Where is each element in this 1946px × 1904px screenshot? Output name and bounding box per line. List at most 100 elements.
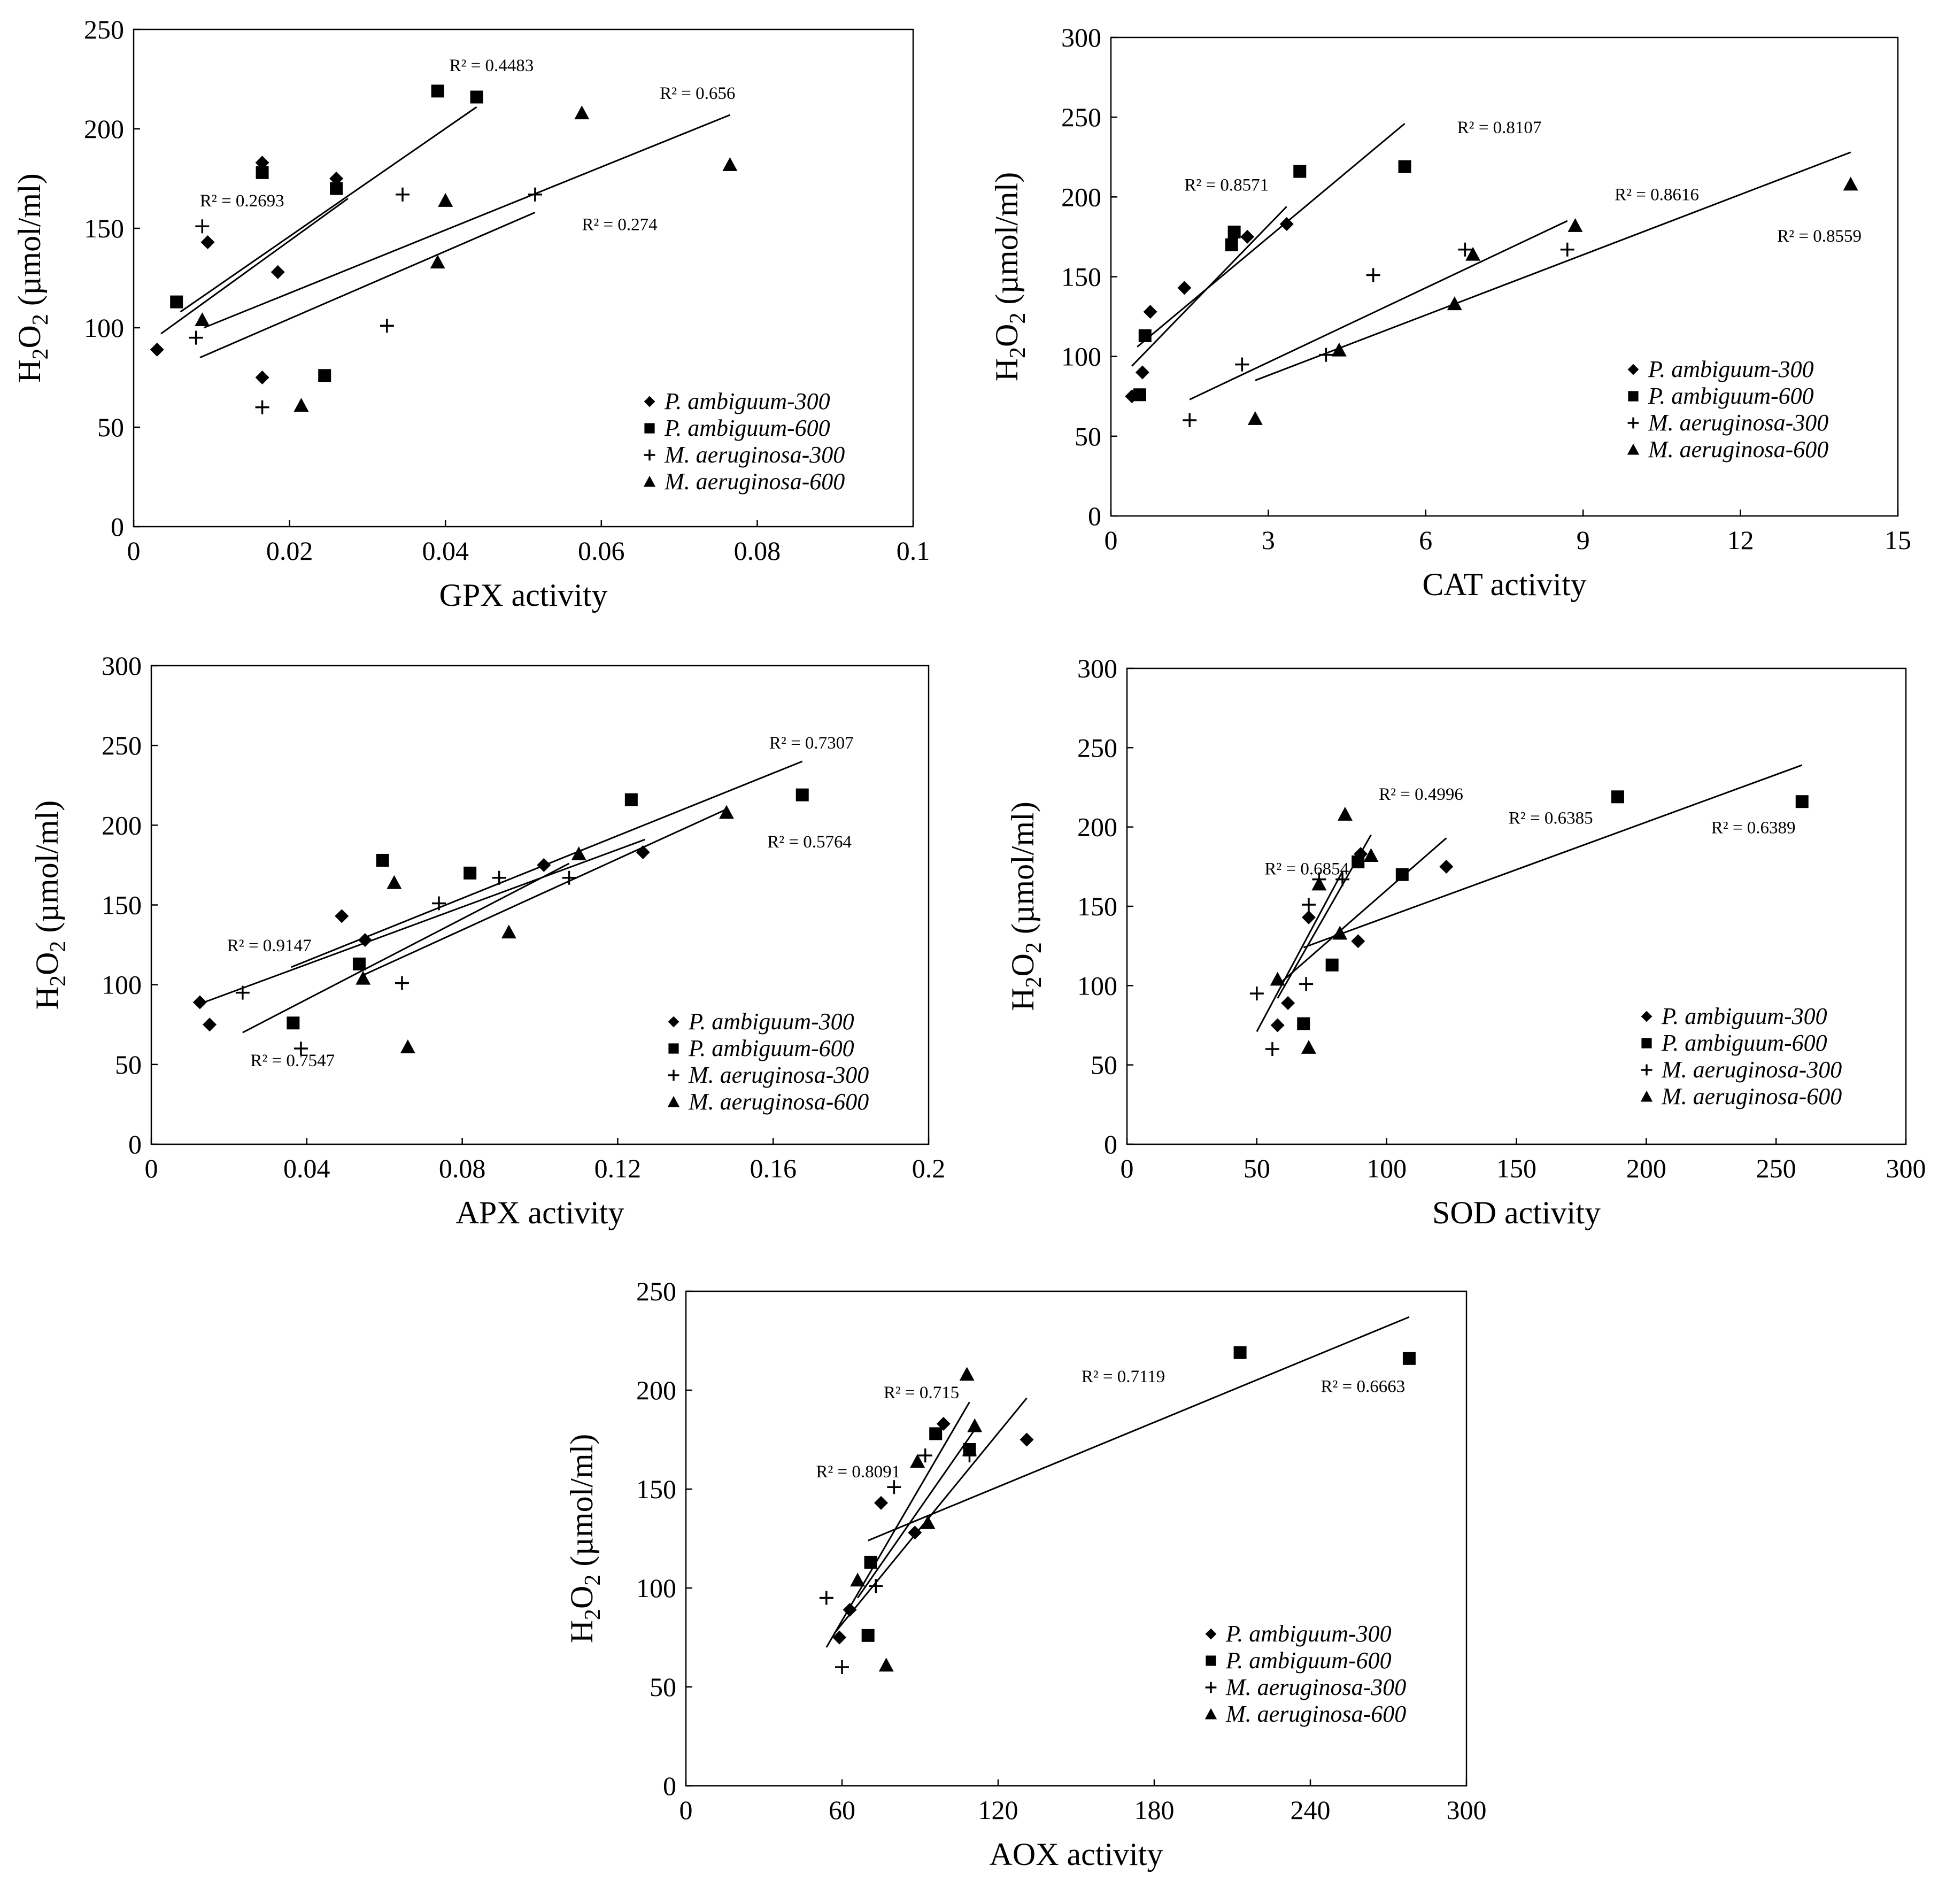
data-point-diamond <box>200 235 215 250</box>
x-axis-title: GPX activity <box>439 577 608 613</box>
series-square: R² = 0.4483 <box>170 56 534 382</box>
legend-entry: M. aeruginosa-300 <box>1648 410 1828 436</box>
data-point-plus <box>255 400 269 414</box>
plot-frame <box>133 28 914 528</box>
data-point-plus <box>492 870 506 885</box>
r-squared-label: R² = 0.7307 <box>769 734 854 753</box>
legend-entry: P. ambiguum-600 <box>1648 383 1814 409</box>
legend-entry: M. aeruginosa-600 <box>1225 1701 1406 1727</box>
data-point-plus <box>562 870 576 885</box>
data-point-plus <box>869 1579 883 1593</box>
data-point-square <box>1402 1352 1416 1365</box>
y-tick-label: 0 <box>1104 1129 1117 1159</box>
data-point-diamond <box>874 1496 888 1510</box>
legend-entry: P. ambiguum-600 <box>1225 1647 1392 1674</box>
y-tick-label: 300 <box>1061 22 1101 52</box>
r-squared-label: R² = 0.7547 <box>250 1051 335 1070</box>
x-tick-label: 0.08 <box>439 1153 486 1183</box>
trendline <box>1256 871 1343 1032</box>
legend-marker-triangle <box>667 1096 680 1107</box>
data-point-triangle <box>878 1658 894 1672</box>
legend-marker-square <box>644 423 655 434</box>
legend-entry: M. aeruginosa-300 <box>664 442 845 468</box>
y-tick-label: 50 <box>1075 421 1101 451</box>
y-tick-label: 150 <box>1061 262 1101 292</box>
r-squared-label: R² = 0.2693 <box>200 191 284 211</box>
data-point-triangle <box>920 1515 936 1529</box>
r-squared-label: R² = 0.9147 <box>227 936 312 955</box>
data-point-square <box>929 1427 943 1440</box>
r-squared-label: R² = 0.6385 <box>1509 809 1593 828</box>
data-point-square <box>431 84 444 98</box>
data-point-diamond <box>255 371 269 384</box>
data-point-triangle <box>1270 972 1285 986</box>
y-tick-label: 50 <box>115 1050 142 1080</box>
y-tick-label: 50 <box>97 412 124 442</box>
data-point-square <box>796 788 809 801</box>
data-point-square <box>470 90 483 104</box>
data-point-triangle <box>195 312 210 327</box>
legend-entry: P. ambiguum-600 <box>1661 1030 1827 1056</box>
series-triangle: R² = 0.5764 <box>356 805 852 1053</box>
data-point-diamond <box>1351 934 1365 949</box>
r-squared-label: R² = 0.8616 <box>1615 185 1699 204</box>
data-point-diamond <box>203 1017 217 1032</box>
legend-entry: M. aeruginosa-600 <box>1661 1083 1842 1109</box>
data-point-plus <box>962 1448 977 1463</box>
y-tick-label: 100 <box>636 1573 676 1603</box>
data-point-diamond <box>1177 281 1192 295</box>
trendline <box>180 106 477 313</box>
r-squared-label: R² = 0.715 <box>884 1383 959 1402</box>
legend-marker-diamond <box>1641 1011 1652 1022</box>
data-point-diamond <box>1143 305 1157 319</box>
data-point-triangle <box>850 1572 866 1587</box>
data-point-plus <box>195 219 210 234</box>
series-square: R² = 0.6389 <box>1297 764 1809 1030</box>
legend-entry: P. ambiguum-300 <box>1648 356 1814 382</box>
data-point-triangle <box>571 846 586 860</box>
series-plus: R² = 0.274 <box>189 187 658 414</box>
trendline <box>203 114 730 329</box>
x-tick-label: 0 <box>127 536 141 566</box>
data-point-triangle <box>1332 926 1348 940</box>
series-triangle: R² = 0.656 <box>195 84 738 412</box>
trendline <box>242 862 570 1034</box>
trendline <box>1189 220 1568 400</box>
r-squared-label: R² = 0.8571 <box>1184 175 1269 195</box>
data-point-plus <box>835 1660 849 1674</box>
data-point-square <box>1395 868 1409 881</box>
data-point-triangle <box>400 1039 415 1053</box>
legend-marker-square <box>668 1043 679 1054</box>
data-point-plus <box>294 1042 308 1055</box>
data-point-square <box>1398 160 1411 173</box>
data-point-triangle <box>430 255 445 269</box>
data-point-square <box>1133 388 1146 402</box>
data-point-square <box>1611 790 1624 804</box>
r-squared-label: R² = 0.6854 <box>1264 860 1349 879</box>
x-tick-label: 250 <box>1756 1153 1796 1183</box>
chart-panel-5: 0 60 120 180 240 300 0 50 100 150 200 250 AOX activi… <box>564 1276 1487 1872</box>
data-point-triangle <box>1331 342 1347 357</box>
x-tick-label: 6 <box>1419 525 1432 555</box>
series-plus: R² = 0.8616 <box>1183 185 1699 427</box>
data-point-triangle <box>1337 806 1353 821</box>
y-tick-label: 250 <box>102 730 142 760</box>
x-tick-label: 0.12 <box>594 1153 642 1183</box>
y-tick-label: 150 <box>1077 891 1117 921</box>
data-point-triangle <box>387 875 402 889</box>
legend-marker-diamond <box>1627 364 1639 375</box>
data-point-triangle <box>967 1418 983 1432</box>
data-point-square <box>864 1555 877 1569</box>
data-point-diamond <box>1279 217 1294 232</box>
data-point-plus <box>1265 1042 1279 1056</box>
series-diamond: R² = 0.2693 <box>150 156 349 384</box>
data-point-diamond <box>335 909 349 923</box>
y-tick-label: 150 <box>102 890 142 920</box>
x-tick-label: 60 <box>829 1795 855 1825</box>
legend-entry: P. ambiguum-300 <box>664 388 830 414</box>
data-point-plus <box>189 330 203 345</box>
series-plus: R² = 0.715 <box>819 1383 977 1674</box>
x-tick-label: 0 <box>145 1153 158 1183</box>
